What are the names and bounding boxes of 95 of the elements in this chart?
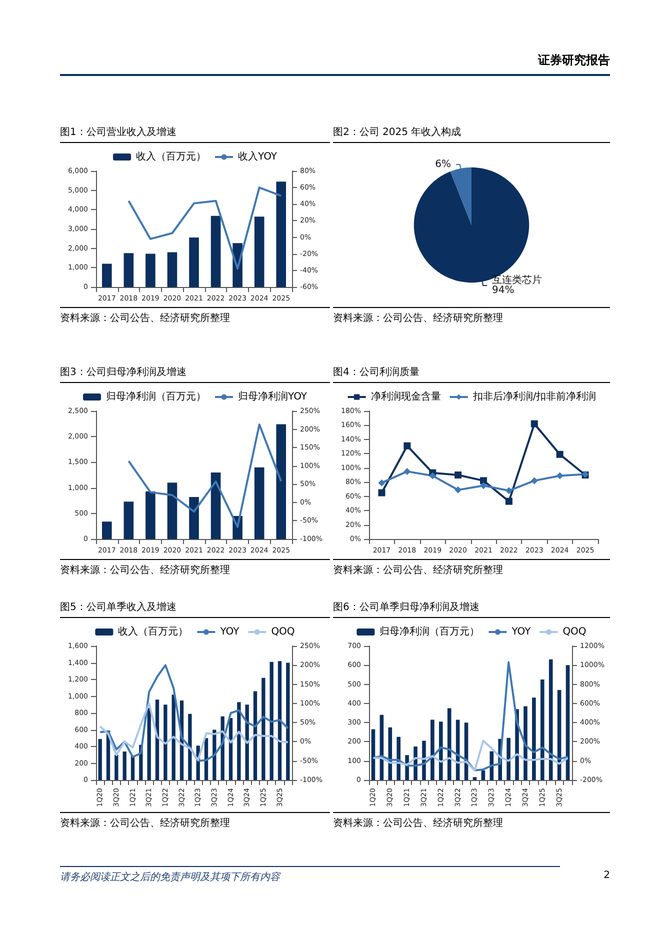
bar [167,252,178,287]
bar [270,662,274,780]
data-label: 6% [435,158,451,170]
chart-title: 图1：公司营业收入及增速 [60,125,330,143]
chart-title: 图4：公司利润质量 [333,365,610,383]
bar [147,708,151,780]
bar [532,698,536,780]
point [505,498,512,505]
legend-label: 收入（百万元） [136,150,206,162]
bar [540,680,544,780]
bar [245,704,249,780]
point [505,487,512,494]
legend-label: YOY [510,626,532,638]
line-series [128,186,282,270]
bar [210,216,221,287]
text: 2 [602,870,610,881]
bar [262,678,266,780]
legend-label: 收入YOY [238,150,278,162]
bar [253,691,258,780]
text: 请务必阅读正文之后的免责声明及其项下所有内容 [60,866,560,884]
point [556,450,564,458]
chart-title: 图3：公司归母净利润及增速 [60,365,330,383]
bar [210,472,221,539]
bar [472,777,477,780]
slice-label: 互连类芯片 [492,274,542,286]
bar [286,662,290,780]
bar [254,467,264,539]
legend-label: 扣非后净利润/扣非前净利润 [472,390,596,402]
legend-label: 归母净利润YOY [238,390,308,402]
bar [212,730,216,780]
bar [278,661,282,780]
legend-label: 归母净利润（百万元） [380,626,480,638]
text: 资料来源：公司公告、经济研究所整理 [333,559,610,577]
chart-title: 图6：公司单季归母净利润及增速 [333,600,610,618]
legend-label: 收入（百万元） [118,626,188,638]
bar [102,264,112,287]
point [404,468,411,475]
legend-label: 归母净利润（百万元） [106,390,206,402]
bar [189,497,199,539]
bar [98,738,102,780]
text: 资料来源：公司公告、经济研究所整理 [60,307,330,325]
legend-label: QOQ [562,626,586,638]
chart-title: 图5：公司单季收入及增速 [60,600,330,618]
text: 资料来源：公司公告、经济研究所整理 [60,559,330,577]
bar [481,770,486,780]
bar [447,708,452,780]
bar [122,752,126,780]
line-series [128,424,282,528]
line-series [99,702,289,762]
bar [506,738,510,780]
bar [566,665,570,780]
point [530,420,538,428]
bar [237,702,241,780]
bar [490,751,494,780]
point [404,442,411,450]
bar [124,502,134,539]
point [480,482,487,490]
bar [102,522,112,539]
bar [524,706,528,780]
text: 资料来源：公司公告、经济研究所整理 [333,812,610,830]
bar [189,238,199,287]
text: 资料来源：公司公告、经济研究所整理 [333,307,610,325]
legend-label: YOY [219,626,240,638]
bar [167,482,178,539]
legend-label: 净利润现金含量 [370,390,441,402]
point [378,489,386,496]
text: 资料来源：公司公告、经济研究所整理 [60,812,330,830]
point [454,486,462,494]
bar [438,722,443,780]
bar [430,720,434,780]
point [480,477,487,484]
point [556,472,564,480]
chart-title: 图2：公司 2025 年收入构成 [333,125,610,143]
line-series [99,664,289,762]
data-label: 94% [492,285,514,296]
legend-label: QOQ [271,626,295,638]
bar [548,659,553,780]
bar [188,714,192,780]
point [378,479,386,486]
bar [114,754,118,780]
bar [388,727,392,780]
line-series [372,661,569,772]
line-series [372,740,569,772]
text: 证券研究报告 [60,52,610,76]
point [454,472,462,478]
bar [146,254,156,287]
bar [276,424,286,539]
point [429,472,436,480]
point [530,477,538,484]
bar [146,491,156,539]
bar [124,253,134,287]
bar [254,216,264,287]
bar [164,704,168,780]
bar [172,694,176,780]
bar [276,182,286,287]
